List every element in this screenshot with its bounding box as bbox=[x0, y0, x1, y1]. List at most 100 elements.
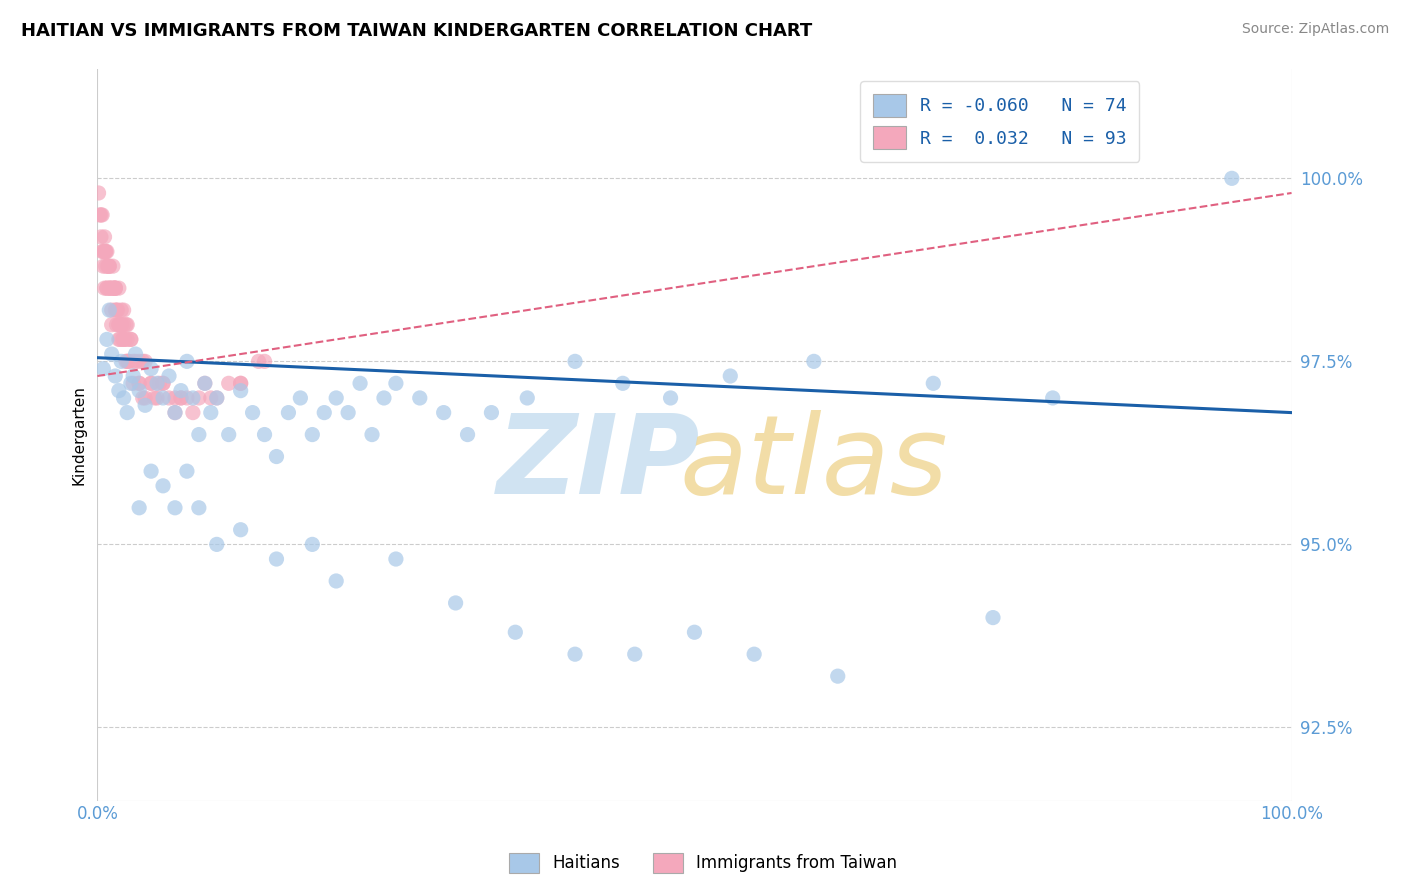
Point bbox=[93, 281, 115, 295]
Point bbox=[148, 376, 170, 391]
Point bbox=[505, 625, 527, 640]
Point bbox=[132, 391, 155, 405]
Point bbox=[139, 376, 162, 391]
Point bbox=[385, 376, 408, 391]
Point bbox=[718, 369, 741, 384]
Point bbox=[325, 574, 347, 588]
Point bbox=[112, 332, 135, 346]
Point bbox=[115, 354, 138, 368]
Point bbox=[170, 384, 193, 398]
Point bbox=[94, 259, 117, 273]
Point bbox=[89, 208, 111, 222]
Point bbox=[120, 332, 142, 346]
Point bbox=[187, 427, 209, 442]
Text: HAITIAN VS IMMIGRANTS FROM TAIWAN KINDERGARTEN CORRELATION CHART: HAITIAN VS IMMIGRANTS FROM TAIWAN KINDER… bbox=[21, 22, 813, 40]
Point bbox=[187, 391, 209, 405]
Point bbox=[124, 354, 146, 368]
Point bbox=[100, 347, 122, 361]
Point bbox=[981, 610, 1004, 624]
Point bbox=[100, 318, 122, 332]
Point bbox=[163, 406, 186, 420]
Point bbox=[157, 391, 180, 405]
Point bbox=[124, 347, 146, 361]
Legend: R = -0.060   N = 74, R =  0.032   N = 93: R = -0.060 N = 74, R = 0.032 N = 93 bbox=[860, 81, 1139, 162]
Point bbox=[170, 391, 193, 405]
Point bbox=[247, 354, 270, 368]
Point bbox=[176, 391, 198, 405]
Point bbox=[266, 450, 288, 464]
Point bbox=[111, 332, 134, 346]
Point bbox=[91, 244, 114, 259]
Point bbox=[87, 186, 110, 200]
Point bbox=[115, 332, 138, 346]
Point bbox=[612, 376, 634, 391]
Point bbox=[301, 537, 323, 551]
Point bbox=[114, 332, 136, 346]
Point bbox=[101, 259, 124, 273]
Point bbox=[253, 427, 276, 442]
Point bbox=[564, 647, 586, 661]
Point bbox=[91, 361, 114, 376]
Point bbox=[229, 376, 252, 391]
Point bbox=[98, 259, 121, 273]
Point bbox=[152, 376, 174, 391]
Point bbox=[108, 281, 131, 295]
Point bbox=[229, 384, 252, 398]
Point bbox=[117, 354, 139, 368]
Text: Source: ZipAtlas.com: Source: ZipAtlas.com bbox=[1241, 22, 1389, 37]
Point bbox=[128, 376, 150, 391]
Point bbox=[229, 523, 252, 537]
Point bbox=[176, 354, 198, 368]
Legend: Haitians, Immigrants from Taiwan: Haitians, Immigrants from Taiwan bbox=[502, 847, 904, 880]
Point bbox=[115, 318, 138, 332]
Point bbox=[200, 391, 222, 405]
Point bbox=[181, 406, 204, 420]
Point bbox=[143, 391, 166, 405]
Point bbox=[94, 244, 117, 259]
Point bbox=[163, 500, 186, 515]
Point bbox=[97, 259, 120, 273]
Point bbox=[110, 354, 132, 368]
Point bbox=[205, 537, 228, 551]
Point bbox=[104, 369, 127, 384]
Point bbox=[104, 303, 127, 318]
Point bbox=[516, 391, 538, 405]
Point bbox=[194, 376, 217, 391]
Point bbox=[112, 318, 135, 332]
Point bbox=[122, 376, 145, 391]
Point bbox=[122, 369, 145, 384]
Point bbox=[103, 281, 125, 295]
Text: ZIP: ZIP bbox=[498, 410, 700, 517]
Point bbox=[803, 354, 825, 368]
Point bbox=[481, 406, 503, 420]
Point bbox=[659, 391, 682, 405]
Point bbox=[115, 406, 138, 420]
Point bbox=[139, 464, 162, 478]
Point bbox=[301, 427, 323, 442]
Point bbox=[827, 669, 849, 683]
Point bbox=[409, 391, 432, 405]
Point bbox=[98, 259, 121, 273]
Point bbox=[120, 376, 142, 391]
Point bbox=[325, 391, 347, 405]
Point bbox=[242, 406, 264, 420]
Point bbox=[100, 281, 122, 295]
Point bbox=[98, 303, 121, 318]
Point bbox=[361, 427, 384, 442]
Point bbox=[93, 230, 115, 244]
Point bbox=[91, 259, 114, 273]
Point bbox=[91, 208, 114, 222]
Point bbox=[110, 318, 132, 332]
Point bbox=[205, 391, 228, 405]
Point bbox=[134, 391, 156, 405]
Point bbox=[205, 391, 228, 405]
Point bbox=[91, 244, 114, 259]
Point bbox=[349, 376, 371, 391]
Point bbox=[115, 318, 138, 332]
Point bbox=[94, 244, 117, 259]
Point bbox=[108, 318, 131, 332]
Point bbox=[742, 647, 765, 661]
Point bbox=[107, 303, 129, 318]
Point bbox=[139, 376, 162, 391]
Point bbox=[128, 500, 150, 515]
